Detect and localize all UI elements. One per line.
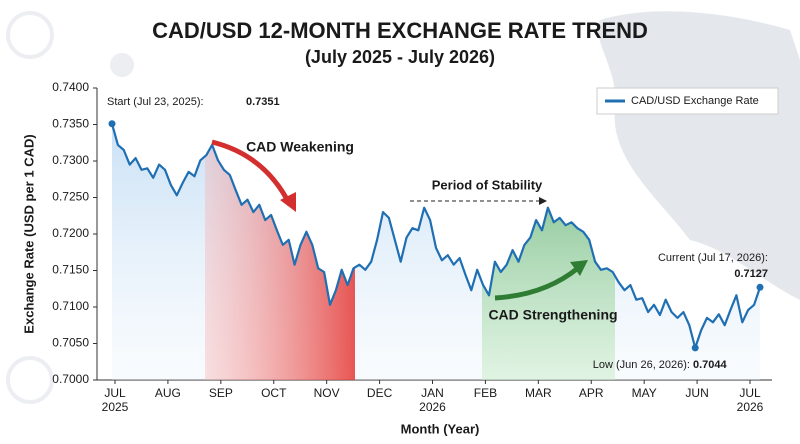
y-tick-label: 0.7400 [52, 80, 89, 94]
x-tick-label: MAR [524, 386, 552, 400]
y-tick-label: 0.7300 [52, 153, 89, 167]
x-tick-label: OCT [261, 386, 287, 400]
x-tick-label: JUL 2025 [101, 386, 129, 414]
x-tick-label: JAN 2026 [419, 386, 446, 414]
x-tick-label: SEP [208, 386, 233, 400]
y-tick-label: 0.7200 [52, 226, 89, 240]
x-tick-label: AUG [154, 386, 181, 400]
coin-icon [110, 53, 134, 77]
weakening-arrow [211, 139, 293, 207]
coin-icon [6, 356, 54, 404]
x-tick-label: MAY [631, 386, 657, 400]
strengthening-arrowhead [570, 260, 588, 276]
series-line [110, 123, 762, 349]
chart-subtitle: (July 2025 - July 2026) [305, 47, 495, 67]
x-tick-label: JUN [685, 386, 709, 400]
x-axis-label: Month (Year) [401, 421, 480, 436]
annotation-label: Start (Jul 23, 2025): [107, 96, 204, 108]
y-tick-label: 0.7050 [52, 336, 89, 350]
annotation: CAD Strengthening [488, 307, 617, 323]
annotation-value: 0.7044 [693, 359, 728, 371]
annotation-value: 0.7127 [734, 268, 768, 280]
y-tick-label: 0.7000 [52, 372, 89, 386]
x-tick-label: DEC [366, 386, 393, 400]
x-tick-label: JUL 2026 [736, 386, 764, 414]
chart-title: CAD/USD 12-MONTH EXCHANGE RATE TREND [152, 18, 648, 43]
annotation: Period of Stability [432, 177, 543, 192]
annotation-label: Low (Jun 26, 2026): [593, 359, 690, 371]
x-tick-label: FEB [473, 386, 498, 400]
y-tick-label: 0.7100 [52, 299, 89, 313]
annotation: CAD Weakening [246, 139, 354, 155]
map-silhouette [597, 11, 800, 301]
point-marker [691, 344, 699, 352]
y-axis-label: Exchange Rate (USD per 1 CAD) [21, 134, 36, 333]
strengthening-shade [482, 123, 615, 380]
legend-box [596, 87, 779, 115]
y-tick-label: 0.7250 [52, 190, 89, 204]
strengthening-arrow [494, 266, 580, 301]
annotation-value: 0.7351 [246, 96, 280, 108]
annotation-label: Current (Jul 17, 2026): [658, 252, 768, 264]
y-tick-label: 0.7150 [52, 263, 89, 277]
point-marker [108, 120, 116, 128]
x-tick-label: APR [578, 386, 604, 400]
coin-icon [6, 11, 54, 59]
legend-label: CAD/USD Exchange Rate [631, 95, 759, 107]
point-marker [756, 283, 764, 291]
weakening-shade [205, 123, 355, 380]
y-tick-label: 0.7350 [52, 117, 89, 131]
weakening-arrowhead [280, 192, 296, 212]
x-tick-label: NOV [313, 386, 340, 400]
